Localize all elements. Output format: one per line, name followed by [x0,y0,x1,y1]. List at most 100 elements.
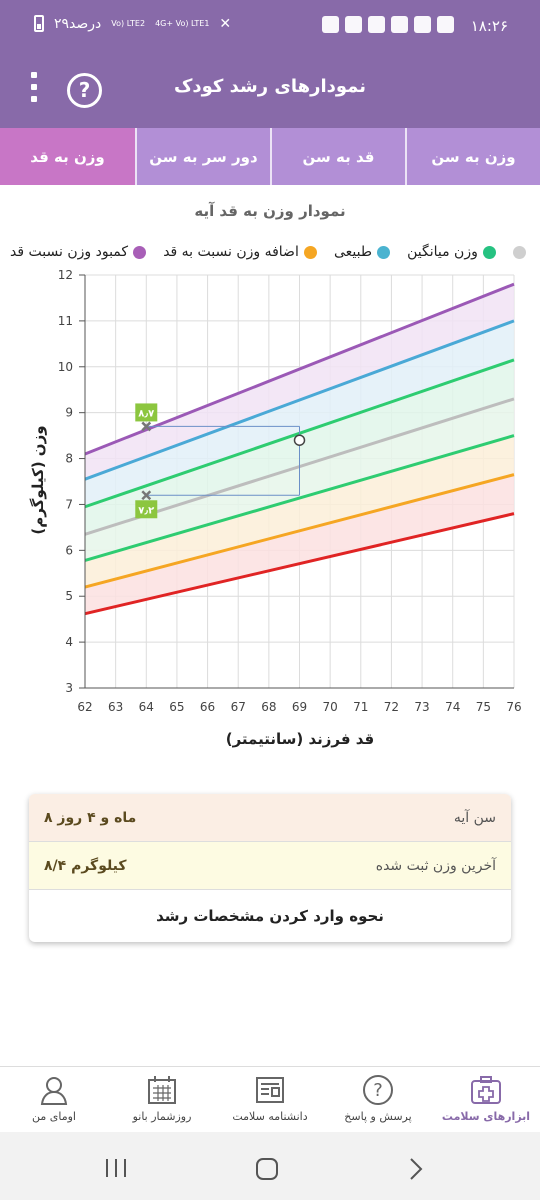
y-tick-label: 4 [65,635,73,649]
growth-chart: 62 63 64 65 66 67 68 69 70 71 72 73 74 75 763456789101… [58,268,522,714]
legend-item: وزن میانگین [407,244,496,260]
x-tick-label: 71 [353,700,368,714]
nav-label: دانشنامه سلامت [232,1110,308,1123]
chart-band [85,435,514,588]
x-tick-label: 68 [261,700,276,714]
x-tick-label: 63 [108,700,123,714]
profile-icon [40,1077,68,1105]
newspaper-icon [256,1077,284,1103]
chart-band [85,474,514,614]
x-tick-label: 62 [77,700,92,714]
chart-title: نمودار وزن به قد آیه [194,202,346,220]
legend-dot [303,245,317,259]
marker-x [141,490,152,501]
question-icon: ? [363,1075,393,1105]
bottom-nav: ابزارهای سلامت ? پرسش و پاسخ دانشنامه سل… [0,1066,540,1132]
x-tick-label: 65 [169,700,184,714]
y-tick-label: 11 [58,314,73,328]
nav-encyclopedia[interactable]: دانشنامه سلامت [220,1067,320,1132]
edge-icon [368,16,385,33]
nav-health-tools[interactable]: ابزارهای سلامت [436,1067,536,1132]
y-tick-label: 6 [65,543,73,557]
chart-tabs: وزن به سن قد به سن دور سر به سن وزن به ق… [0,128,540,185]
system-nav [0,1132,540,1200]
tab-weight-age[interactable]: وزن به سن [405,128,540,185]
legend-item: طبیعی [334,244,390,260]
tab-height-age[interactable]: قد به سن [270,128,405,185]
whatsapp-icon [322,16,339,33]
tab-head-age[interactable]: دور سر به سن [135,128,270,185]
overflow-menu-icon[interactable] [26,72,42,108]
x-tick-label: 70 [323,700,338,714]
back-icon[interactable] [408,1157,424,1181]
y-tick-label: 5 [65,589,73,603]
y-tick-label: 7 [65,497,73,511]
nav-label: اومای من [32,1110,76,1123]
legend-item: اضافه وزن نسبت به قد [163,244,317,260]
chart-legend: کمبود وزن نسبت قد اضافه وزن نسبت به قد ط… [10,244,526,260]
y-tick-label: 9 [65,406,73,420]
nav-profile[interactable]: اومای من [4,1067,104,1132]
notification-icons [322,16,454,33]
mute-icon: ✕ [219,15,232,32]
legend-item: کمبود وزن نسبت قد [10,244,147,260]
system-indicators: ۲۹درصد Vo) LTE2 4G+ Vo) LTE1 ✕ [34,15,231,32]
y-tick-label: 10 [58,360,73,374]
marker-label: ۷٫۲ [138,505,154,516]
check-icon [414,16,431,33]
x-tick-label: 67 [231,700,246,714]
x-tick-label: 76 [506,700,521,714]
x-tick-label: 75 [476,700,491,714]
x-tick-label: 73 [414,700,429,714]
legend-label: اضافه وزن نسبت به قد [163,244,299,260]
age-label: سن آیه [453,809,496,826]
health-kit-icon [471,1076,501,1104]
legend-label: وزن میانگین [407,244,478,260]
nav-label: ابزارهای سلامت [441,1110,531,1123]
x-tick-label: 74 [445,700,460,714]
x-tick-label: 64 [139,700,154,714]
chart-series-line [84,512,515,616]
battery-label: ۲۹درصد [54,15,102,32]
data-point [293,434,306,446]
image-icon [437,16,454,33]
x-tick-label: 72 [384,700,399,714]
legend-dot [133,245,147,259]
tab-weight-height[interactable]: وزن به قد [0,128,135,185]
legend-dot [482,245,496,259]
page-title: نمودارهای رشد کودک [173,76,367,97]
chart-series-line [84,319,515,481]
recent-apps-icon[interactable] [104,1157,128,1179]
marker-badge [135,403,158,422]
network-lte1: 4G+ Vo) LTE1 [155,18,210,28]
weight-value: ۸/۴ کیلوگرم [44,857,127,874]
howto-link[interactable]: نحوه وارد کردن مشخصات رشد [156,907,384,925]
battery-icon [34,15,44,32]
status-bar: ۱۸:۲۶ ۲۹درصد Vo) LTE2 4G+ Vo) LTE1 ✕ [0,0,540,52]
calendar-icon [148,1076,176,1104]
clock: ۱۸:۲۶ [470,17,508,35]
y-axis-label: وزن (کیلوگرم) [29,425,47,535]
x-axis-label: قد فرزند (سانتیمتر) [225,730,375,748]
nav-calendar[interactable]: روزشمار بانو [112,1067,212,1132]
legend-item [513,244,526,260]
nav-qa[interactable]: ? پرسش و پاسخ [328,1067,428,1132]
chart-series-line [84,282,515,456]
app-bar: ? نمودارهای رشد کودک [0,52,540,128]
nav-label: پرسش و پاسخ [344,1110,412,1123]
x-tick-label: 69 [292,700,307,714]
x-tick-label: 66 [200,700,215,714]
y-tick-label: 3 [65,681,73,695]
nav-label: روزشمار بانو [132,1110,192,1123]
help-button[interactable]: ? [67,73,102,108]
y-tick-label: 12 [58,268,73,282]
home-icon[interactable] [255,1157,279,1181]
age-row: سن آیه ۸ ماه و ۴ روز [29,794,511,842]
legend-dot [513,245,526,259]
svg-text:?: ? [373,1080,383,1101]
marker-x [141,421,152,432]
info-card: سن آیه ۸ ماه و ۴ روز آخرین وزن ثبت شده ۸… [29,794,511,942]
recycle-icon [391,16,408,33]
chart-band [85,320,514,507]
weight-label: آخرین وزن ثبت شده [375,857,496,874]
